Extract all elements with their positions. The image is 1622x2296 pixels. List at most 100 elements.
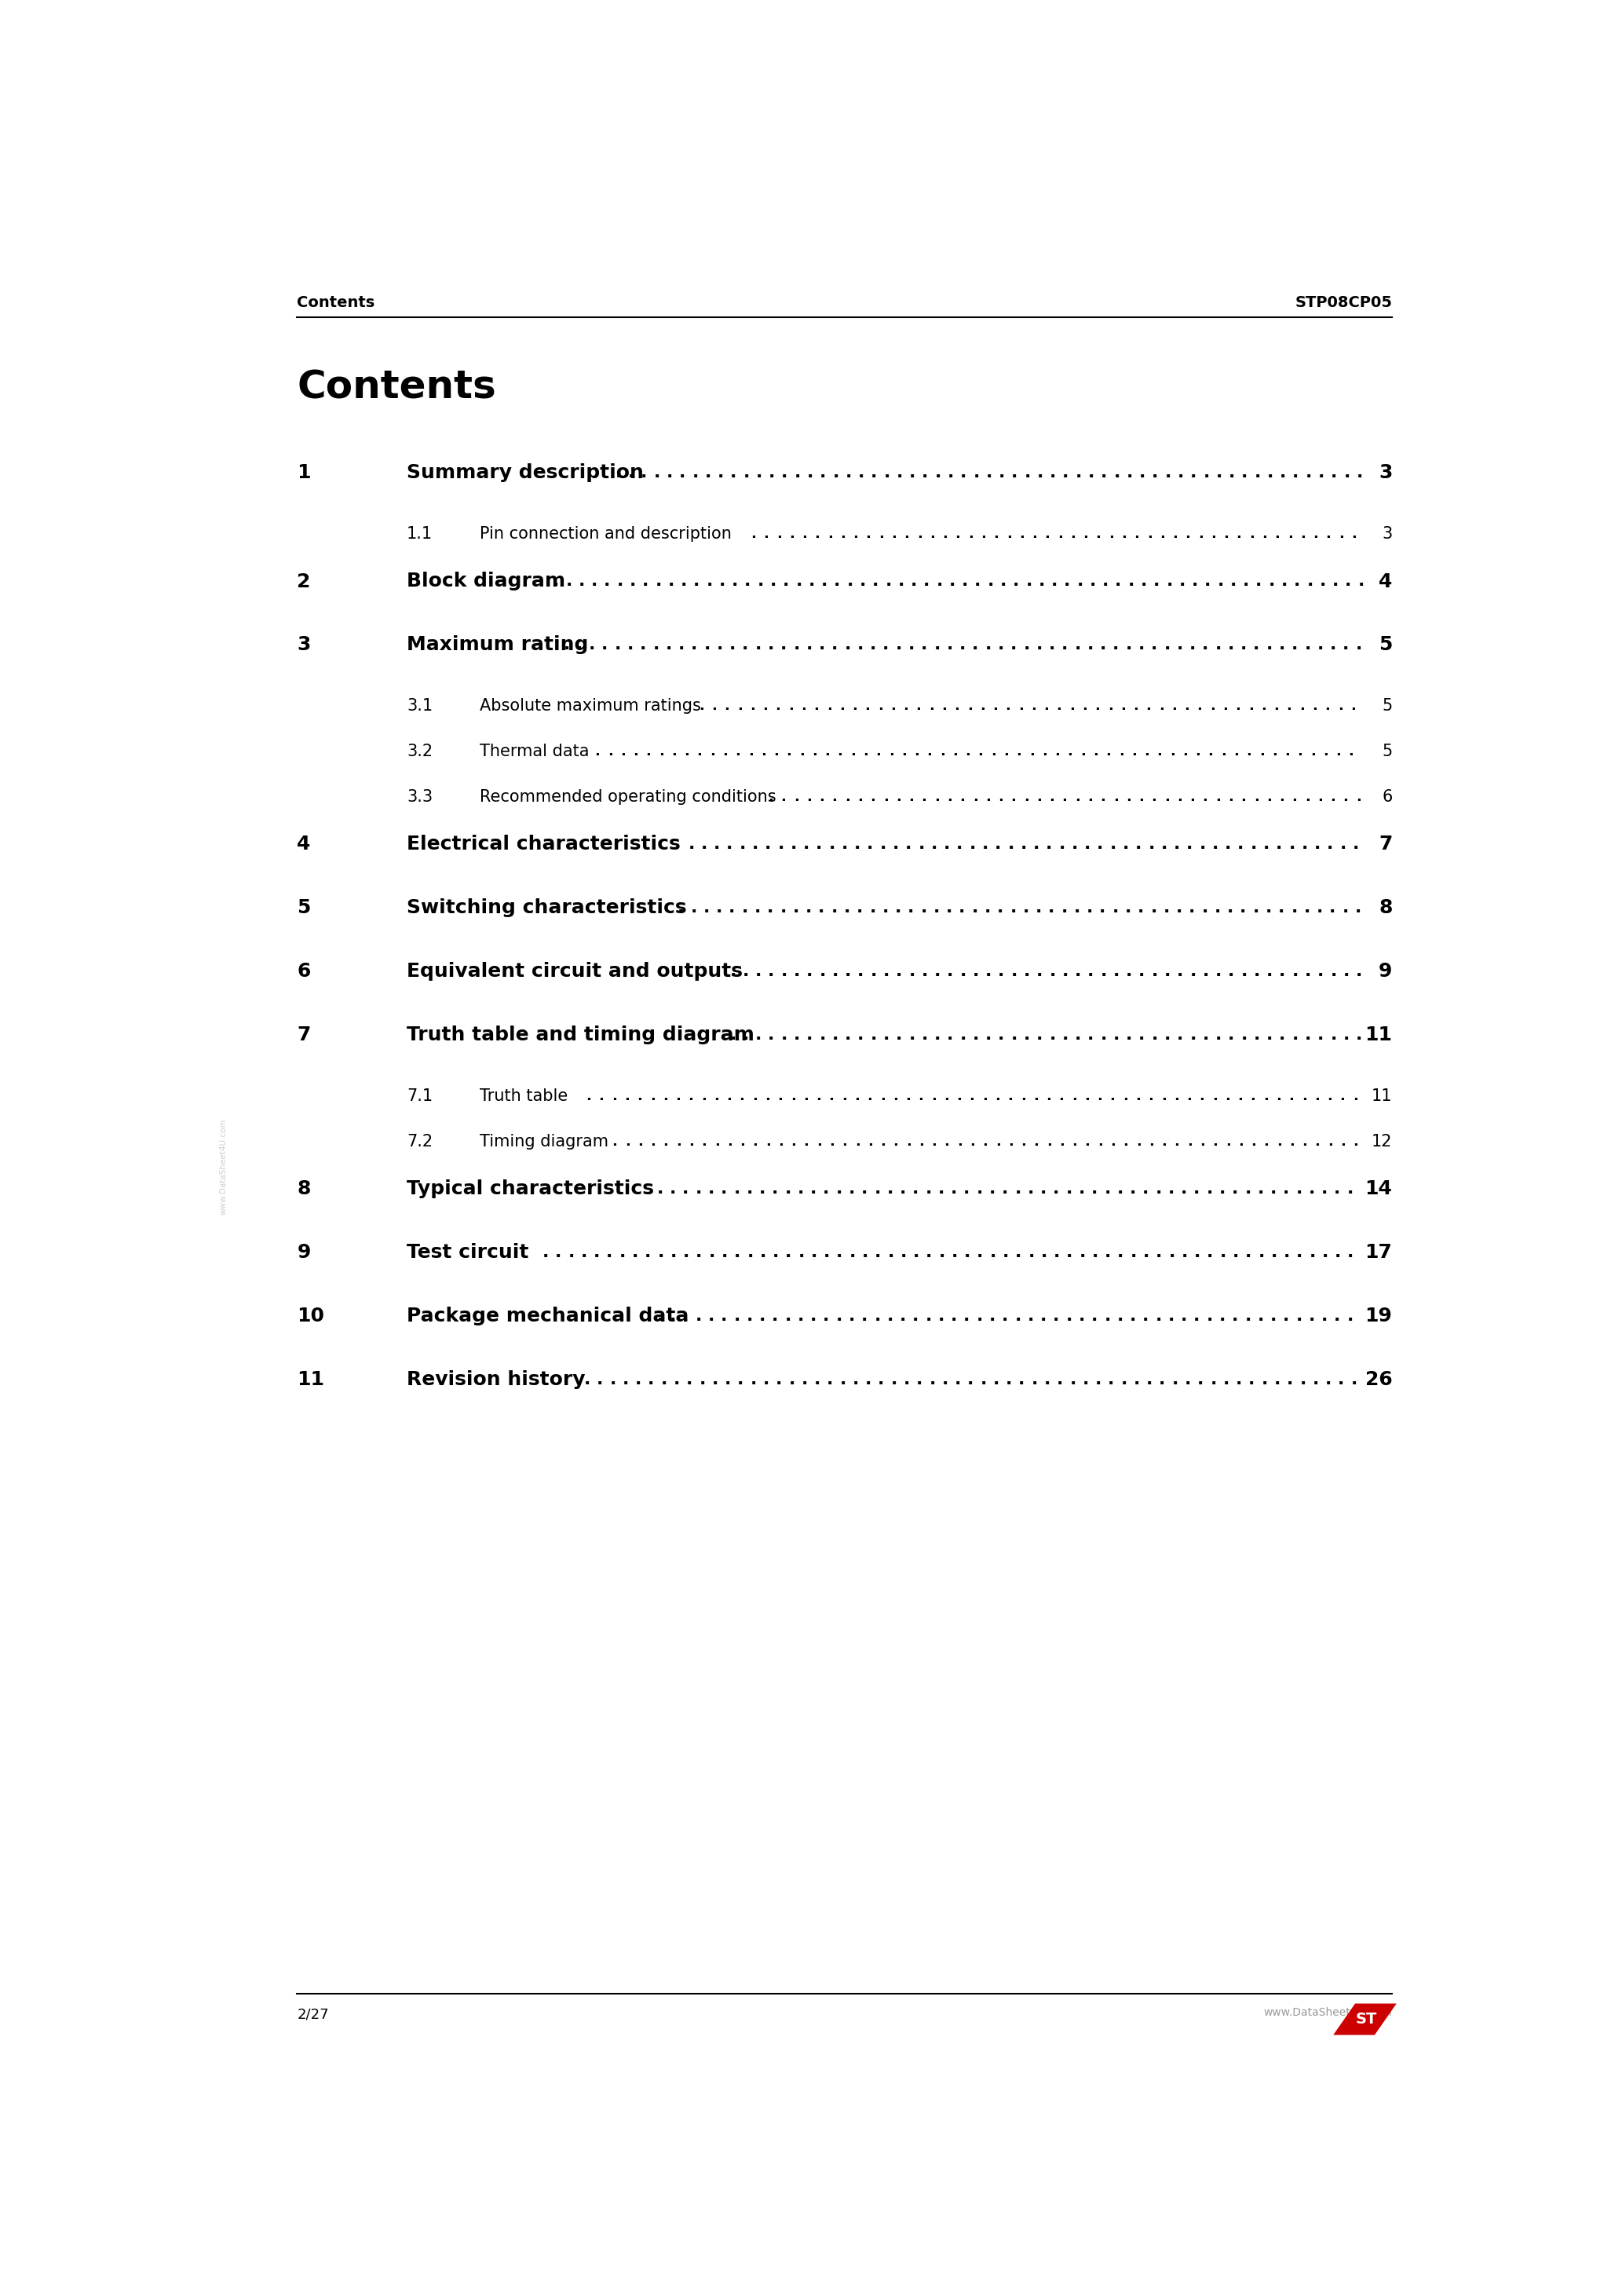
Text: .: .	[1087, 636, 1093, 652]
Text: .: .	[1186, 1088, 1192, 1102]
Text: .: .	[980, 1371, 986, 1387]
Text: .: .	[1351, 526, 1356, 542]
Text: .: .	[780, 1026, 787, 1042]
Text: .: .	[730, 636, 736, 652]
Text: .: .	[1023, 464, 1030, 480]
Text: .: .	[1101, 464, 1108, 480]
Text: .: .	[1275, 526, 1280, 542]
Text: .: .	[1291, 1026, 1299, 1042]
Text: .: .	[688, 836, 694, 852]
Text: .: .	[730, 464, 736, 480]
Text: .: .	[1216, 464, 1223, 480]
Text: .: .	[1139, 636, 1145, 652]
Text: 17: 17	[1364, 1242, 1392, 1263]
Text: .: .	[882, 790, 889, 804]
Text: .: .	[832, 464, 839, 480]
Text: .: .	[1345, 574, 1351, 590]
Text: 11: 11	[1372, 1088, 1392, 1104]
Text: .: .	[1255, 574, 1262, 590]
Text: .: .	[916, 698, 921, 714]
Text: .: .	[903, 1371, 910, 1387]
Text: 10: 10	[297, 1306, 324, 1325]
Text: .: .	[1122, 1088, 1127, 1102]
Text: .: .	[1346, 1309, 1353, 1325]
Text: .: .	[712, 1371, 719, 1387]
Text: .: .	[1225, 836, 1231, 852]
Text: .: .	[790, 836, 796, 852]
Text: .: .	[1197, 1371, 1204, 1387]
Text: .: .	[1061, 636, 1067, 652]
Text: .: .	[788, 1371, 795, 1387]
Text: .: .	[858, 964, 865, 980]
Text: .: .	[842, 836, 848, 852]
Text: .: .	[1189, 964, 1197, 980]
Text: .: .	[688, 1088, 694, 1102]
Text: .: .	[803, 836, 809, 852]
Text: .: .	[1220, 1180, 1226, 1196]
Text: .: .	[623, 1371, 629, 1387]
Text: .: .	[1152, 1026, 1158, 1042]
Text: .: .	[594, 1244, 600, 1261]
Text: .: .	[1126, 464, 1132, 480]
Text: .: .	[1194, 1244, 1200, 1261]
Text: .: .	[714, 1088, 719, 1102]
Text: 4: 4	[297, 836, 311, 854]
Text: .: .	[629, 574, 636, 590]
Text: .: .	[1098, 1134, 1103, 1148]
Text: .: .	[788, 698, 793, 714]
Text: .: .	[1330, 790, 1335, 804]
Text: .: .	[829, 1088, 834, 1102]
Text: .: .	[819, 964, 826, 980]
Text: .: .	[1283, 1309, 1289, 1325]
Text: .: .	[988, 574, 994, 590]
Text: .: .	[816, 836, 822, 852]
Text: .: .	[1228, 790, 1233, 804]
Text: .: .	[1278, 636, 1285, 652]
Text: .: .	[1220, 1244, 1226, 1261]
Text: .: .	[1095, 1371, 1101, 1387]
Text: .: .	[808, 574, 814, 590]
Text: .: .	[895, 900, 902, 916]
Text: .: .	[869, 636, 876, 652]
Text: .: .	[1340, 1088, 1345, 1102]
Text: .: .	[861, 1309, 868, 1325]
Text: .: .	[1343, 1026, 1350, 1042]
Text: .: .	[1223, 1371, 1229, 1387]
Text: .: .	[650, 1088, 655, 1102]
Text: .: .	[1286, 1371, 1293, 1387]
Text: .: .	[1161, 1134, 1166, 1148]
Text: .: .	[1066, 1244, 1072, 1261]
Text: .: .	[1019, 698, 1023, 714]
Text: .: .	[1113, 964, 1119, 980]
Text: .: .	[1306, 464, 1312, 480]
Text: .: .	[1314, 836, 1320, 852]
Text: .: .	[908, 1026, 915, 1042]
Text: .: .	[1311, 744, 1315, 758]
Text: .: .	[913, 1309, 920, 1325]
Text: .: .	[845, 636, 852, 652]
Text: .: .	[1087, 1026, 1093, 1042]
Text: .: .	[1129, 1180, 1135, 1196]
Text: .: .	[1166, 574, 1173, 590]
Text: .: .	[1176, 900, 1182, 916]
Text: .: .	[1139, 790, 1144, 804]
Text: .: .	[1131, 1244, 1137, 1261]
Text: .: .	[733, 1180, 740, 1196]
Text: .: .	[840, 526, 845, 542]
Text: .: .	[827, 1371, 834, 1387]
Text: www.DataSheet4U.com: www.DataSheet4U.com	[221, 1118, 227, 1215]
Text: .: .	[1267, 1026, 1273, 1042]
Text: .: .	[672, 744, 676, 758]
Text: Truth table: Truth table	[480, 1088, 568, 1104]
Text: .: .	[1105, 1309, 1111, 1325]
Text: .: .	[1238, 1088, 1242, 1102]
Text: .: .	[1285, 744, 1289, 758]
Text: .: .	[1228, 636, 1234, 652]
Text: .: .	[933, 900, 939, 916]
Text: .: .	[994, 1088, 1001, 1102]
Text: .: .	[1066, 1180, 1072, 1196]
Text: .: .	[616, 574, 623, 590]
Text: .: .	[842, 1088, 847, 1102]
Text: .: .	[1095, 526, 1101, 542]
Text: .: .	[929, 1371, 936, 1387]
